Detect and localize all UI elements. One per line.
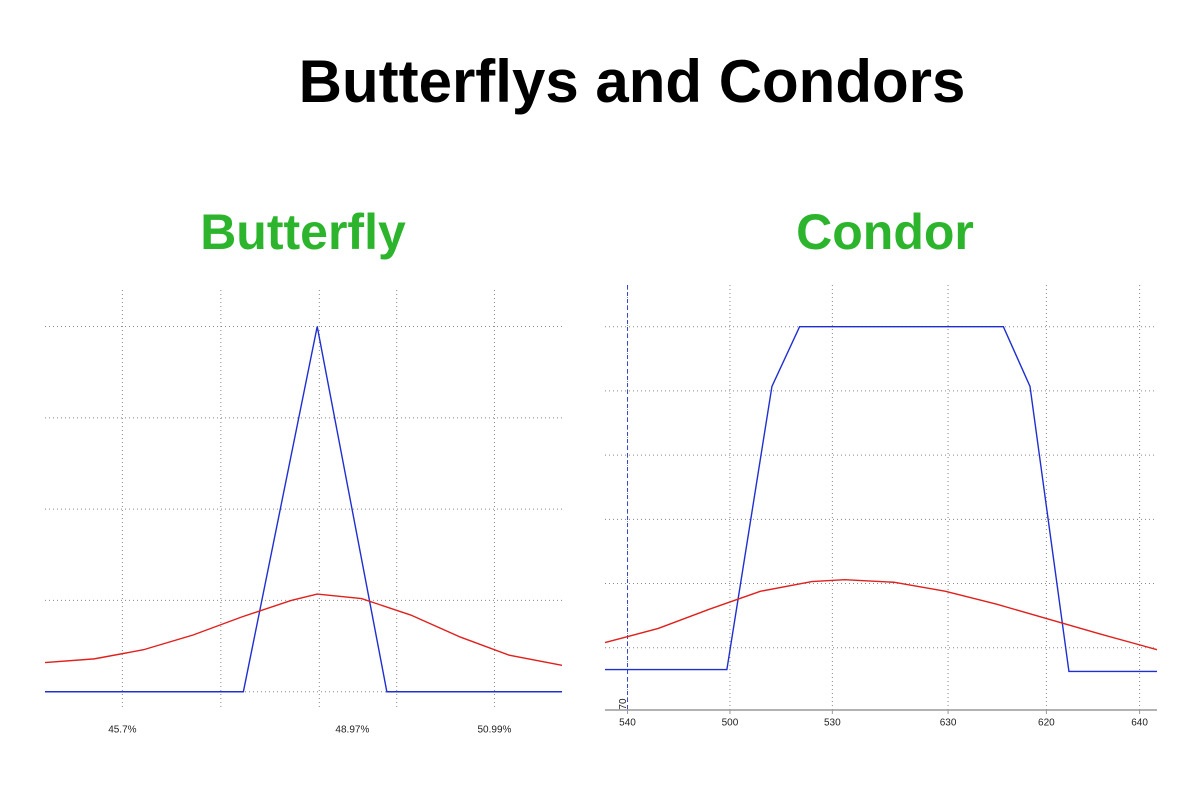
page-title: Butterflys and Condors — [299, 48, 966, 115]
x-tick-label: 630 — [940, 718, 957, 729]
series-line — [45, 326, 562, 693]
x-tick-label: 50.99% — [478, 725, 512, 736]
x-tick-label: 620 — [1038, 718, 1055, 729]
x-tick-label: 540 — [619, 718, 636, 729]
series-line — [604, 578, 1158, 651]
x-tick-label: 48.97% — [335, 725, 369, 736]
x-tick-label: 530 — [824, 718, 841, 729]
chart-title: Condor — [796, 204, 974, 260]
series-line — [605, 326, 1157, 673]
marker-label: 70 — [618, 698, 629, 710]
chart-title: Butterfly — [200, 204, 406, 260]
x-tick-label: 45.7% — [108, 725, 136, 736]
x-tick-label: 640 — [1131, 718, 1148, 729]
series-line — [44, 593, 563, 666]
x-tick-label: 500 — [722, 718, 739, 729]
